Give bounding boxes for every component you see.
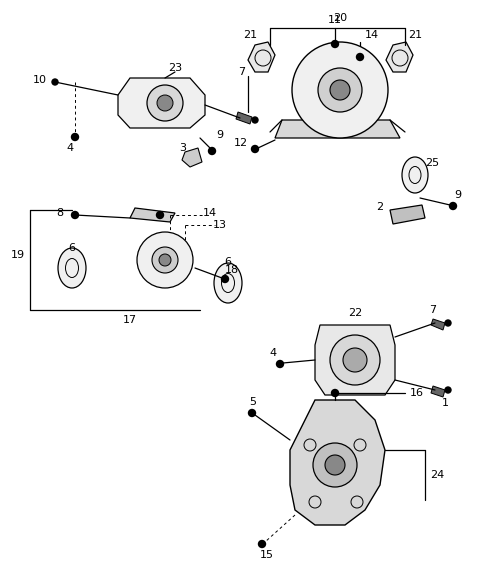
Circle shape [325,455,345,475]
Text: 14: 14 [365,30,379,40]
Text: 8: 8 [57,208,63,218]
Text: 12: 12 [234,138,248,148]
Circle shape [52,79,58,85]
Circle shape [330,335,380,385]
Circle shape [72,212,79,218]
Circle shape [72,134,79,141]
Circle shape [157,95,173,111]
Text: 3: 3 [180,143,187,153]
Polygon shape [390,205,425,224]
Text: 2: 2 [376,202,384,212]
Circle shape [276,361,284,368]
Polygon shape [275,120,400,138]
Circle shape [332,40,338,47]
Polygon shape [431,319,445,330]
Circle shape [208,147,216,155]
Text: 21: 21 [243,30,257,40]
Text: 4: 4 [66,143,73,153]
Circle shape [156,212,164,218]
Polygon shape [236,112,252,124]
Text: 6: 6 [225,257,231,267]
Text: 13: 13 [213,220,227,230]
Circle shape [332,390,338,397]
Text: 9: 9 [216,130,224,140]
Text: 4: 4 [269,348,276,358]
Circle shape [313,443,357,487]
Text: 20: 20 [333,13,347,23]
Text: 25: 25 [425,158,439,168]
Polygon shape [248,42,275,72]
Text: 14: 14 [203,208,217,218]
Polygon shape [290,400,385,525]
Ellipse shape [214,263,242,303]
Text: 18: 18 [225,265,239,275]
Text: 21: 21 [408,30,422,40]
Polygon shape [118,78,205,128]
Circle shape [357,53,363,60]
Ellipse shape [402,157,428,193]
Text: 5: 5 [250,397,256,407]
Text: 11: 11 [328,15,342,25]
Text: 10: 10 [33,75,47,85]
Polygon shape [431,386,445,397]
Circle shape [147,85,183,121]
Circle shape [252,146,259,152]
Circle shape [318,68,362,112]
Text: 23: 23 [168,63,182,73]
Text: 7: 7 [239,67,246,77]
Text: 6: 6 [69,243,75,253]
Text: 19: 19 [11,250,25,260]
Text: 7: 7 [430,305,437,315]
Ellipse shape [58,248,86,288]
Polygon shape [386,42,413,72]
Circle shape [445,320,451,326]
Circle shape [249,410,255,417]
Circle shape [152,247,178,273]
Text: 22: 22 [348,308,362,318]
Circle shape [137,232,193,288]
Circle shape [292,42,388,138]
Polygon shape [315,325,395,395]
Text: 16: 16 [410,388,424,398]
Circle shape [221,275,228,282]
Circle shape [159,254,171,266]
Polygon shape [182,148,202,167]
Circle shape [330,80,350,100]
Text: 9: 9 [455,190,462,200]
Text: 24: 24 [430,470,444,480]
Circle shape [343,348,367,372]
Circle shape [252,117,258,123]
Circle shape [259,541,265,547]
Circle shape [445,387,451,393]
Text: 1: 1 [442,398,448,408]
Circle shape [449,203,456,209]
Polygon shape [130,208,175,222]
Text: 17: 17 [123,315,137,325]
Text: 15: 15 [260,550,274,560]
